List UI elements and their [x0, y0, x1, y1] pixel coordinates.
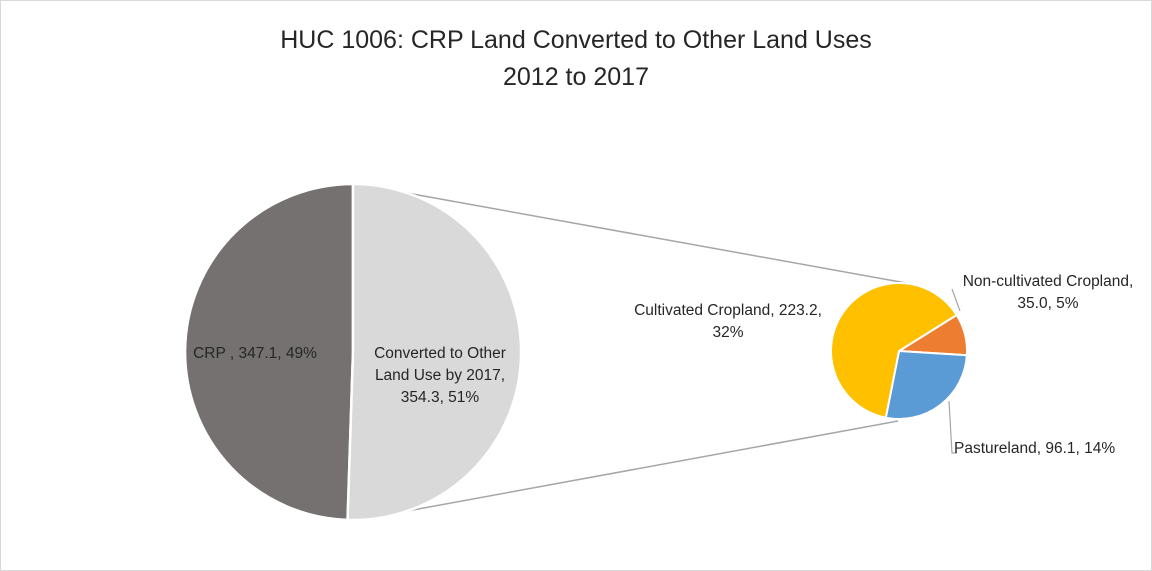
main-pie-slice-converted-to-other: [346, 182, 523, 522]
label-crp: CRP , 347.1, 49%: [193, 345, 317, 362]
label-converted: Converted to Other Land Use by 2017, 354.3…: [374, 345, 506, 406]
label-crp-line: CRP , 347.1, 49%: [193, 345, 317, 362]
pie-connector-lines: [357, 183, 907, 521]
label-pastureland-line: Pastureland, 96.1, 14%: [954, 440, 1115, 457]
label-converted-line: Converted to Other: [374, 345, 506, 362]
label-non-cultivated-cropland-line: Non-cultivated Cropland,: [963, 273, 1134, 290]
main-pie: [183, 182, 523, 522]
label-cultivated-cropland-line: Cultivated Cropland, 223.2,: [634, 302, 822, 319]
connector-line-top: [357, 183, 907, 284]
chart-subtitle: 2012 to 2017: [503, 63, 649, 91]
leader-lines: [948, 288, 961, 454]
label-converted-line: Land Use by 2017,: [375, 367, 505, 384]
chart-title: HUC 1006: CRP Land Converted to Other La…: [280, 26, 872, 54]
label-pastureland: Pastureland, 96.1, 14%: [954, 440, 1115, 457]
label-non-cultivated-cropland-line: 35.0, 5%: [1017, 295, 1078, 312]
label-cultivated-cropland: Cultivated Cropland, 223.2, 32%: [634, 302, 822, 341]
leader-line-pastureland: [948, 400, 957, 454]
label-non-cultivated-cropland: Non-cultivated Cropland, 35.0, 5%: [963, 273, 1134, 312]
data-labels: CRP , 347.1, 49% Converted to Other Land U…: [193, 273, 1133, 457]
label-converted-line: 354.3, 51%: [401, 389, 480, 406]
secondary-pie: [830, 282, 968, 420]
main-pie-slice-crp-347-1-49: [183, 182, 355, 522]
secondary-pie-slice-cultivated-cropland-223-2: [830, 282, 959, 419]
connector-line-bottom: [358, 420, 899, 521]
label-cultivated-cropland-line: 32%: [712, 324, 743, 341]
secondary-pie-slice-pastureland-96-1-14: [884, 349, 968, 420]
leader-line-non-cultivated: [951, 288, 961, 312]
